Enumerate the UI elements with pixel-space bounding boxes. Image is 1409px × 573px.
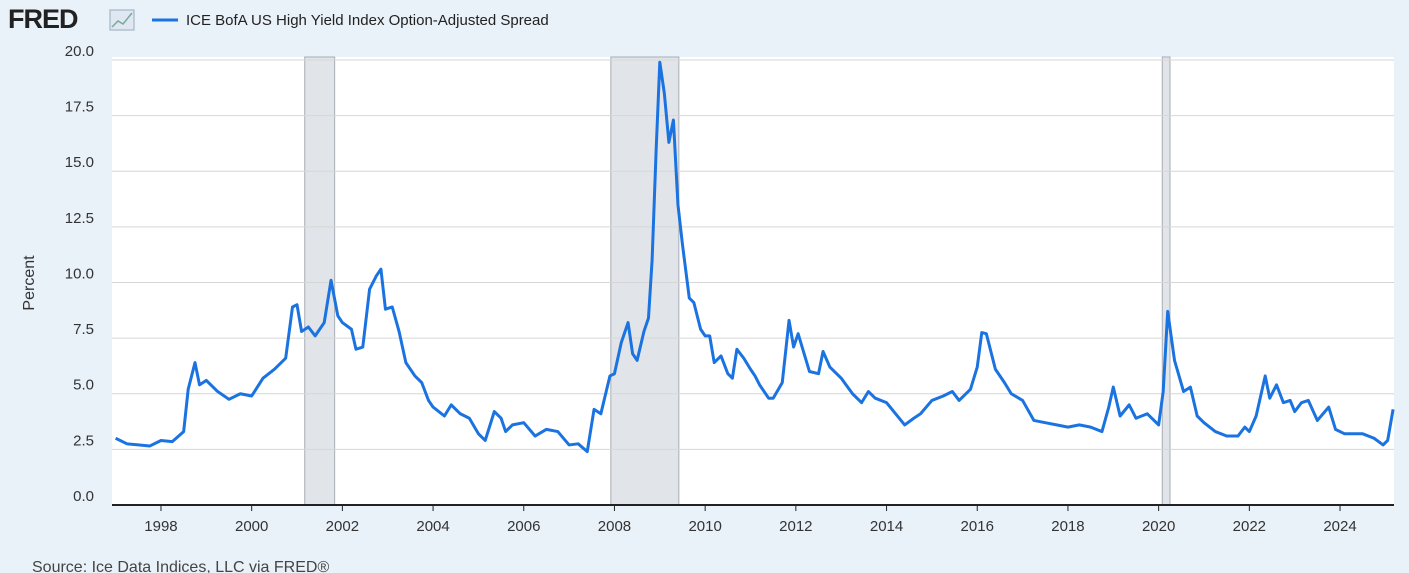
y-tick-label: 10.0 <box>65 265 94 282</box>
x-tick-label: 2008 <box>598 518 631 535</box>
x-tick-label: 2018 <box>1051 518 1084 535</box>
y-tick-label: 7.5 <box>73 321 94 338</box>
x-tick-label: 1998 <box>144 518 177 535</box>
x-tick-label: 2020 <box>1142 518 1175 535</box>
legend-label: ICE BofA US High Yield Index Option-Adju… <box>186 12 549 29</box>
x-tick-label: 2000 <box>235 518 268 535</box>
series-line <box>114 60 1395 454</box>
y-tick-label: 2.5 <box>73 432 94 449</box>
y-tick-label: 5.0 <box>73 377 94 394</box>
y-axis-label: Percent <box>21 255 38 311</box>
logo: FRED <box>8 4 78 34</box>
x-tick-label: 2006 <box>507 518 540 535</box>
y-tick-label: 0.0 <box>73 488 94 505</box>
x-tick-label: 2024 <box>1323 518 1356 535</box>
x-tick-label: 2004 <box>416 518 449 535</box>
x-tick-label: 2016 <box>961 518 994 535</box>
y-tick-label: 17.5 <box>65 99 94 116</box>
y-tick-label: 12.5 <box>65 210 94 227</box>
recession-band <box>1161 56 1171 506</box>
y-tick-label: 20.0 <box>65 43 94 60</box>
y-tick-label: 15.0 <box>65 154 94 171</box>
source: Source: Ice Data Indices, LLC via FRED® <box>32 559 329 573</box>
x-tick-label: 2022 <box>1233 518 1266 535</box>
logo-icon <box>109 9 135 31</box>
x-tick-label: 2012 <box>779 518 812 535</box>
x-tick-label: 2014 <box>870 518 903 535</box>
x-tick-label: 2002 <box>326 518 359 535</box>
x-tick-label: 2010 <box>688 518 721 535</box>
